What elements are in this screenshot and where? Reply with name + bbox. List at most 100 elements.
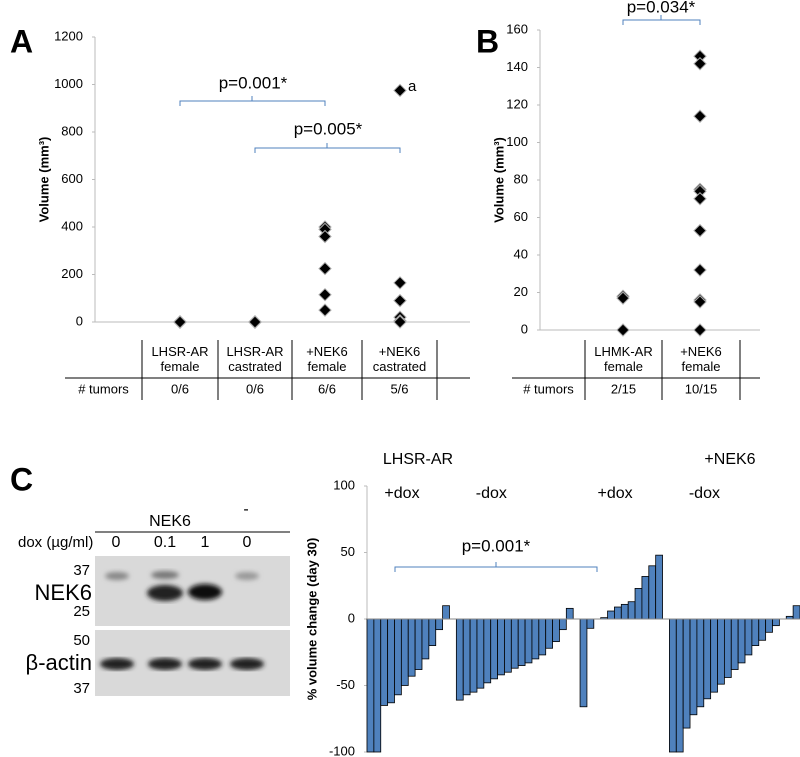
bar: [689, 618, 698, 716]
y-tick-label: -50: [336, 677, 355, 692]
y-tick-label: 20: [514, 284, 528, 299]
bar: [586, 618, 595, 629]
bar: [510, 618, 519, 669]
table-value: 0/6: [171, 381, 189, 396]
bar: [669, 618, 677, 753]
bar: [744, 618, 753, 656]
group-label: +NEK6: [704, 451, 755, 468]
bar: [675, 618, 684, 753]
bar: [483, 618, 492, 684]
table-row-label: # tumors: [523, 381, 574, 396]
bar: [758, 618, 767, 641]
bar: [504, 618, 512, 673]
data-point: [318, 287, 332, 302]
category-label: LHMK-AR female: [594, 344, 653, 374]
bracket: [394, 562, 598, 572]
data-point: [693, 263, 707, 277]
bar: [517, 618, 526, 666]
bar: [772, 618, 780, 627]
data-point: [693, 323, 707, 337]
bar: [552, 618, 560, 643]
data-point: [693, 57, 707, 71]
y-tick-label: -100: [329, 743, 355, 757]
bar: [682, 618, 691, 729]
subgroup-label: -dox: [689, 485, 720, 502]
panel-label: C: [10, 461, 33, 497]
table-value: 5/6: [390, 381, 408, 396]
bar: [462, 618, 471, 696]
y-tick-label: 120: [506, 96, 528, 111]
y-tick-label: 80: [514, 171, 528, 186]
bar: [442, 605, 450, 620]
data-point: [616, 323, 630, 337]
bar: [545, 618, 553, 649]
bar: [497, 618, 505, 676]
bands: [105, 571, 259, 601]
panel-label: B: [476, 23, 499, 59]
bar: [435, 618, 444, 631]
bar: [380, 618, 389, 706]
y-axis-label: Volume (mm³): [491, 137, 506, 223]
bar: [476, 618, 485, 689]
bar: [469, 618, 478, 693]
data-point: [318, 229, 332, 244]
category-label: LHSR-AR castrated: [226, 344, 284, 374]
p-value: p=0.005*: [294, 119, 363, 138]
y-tick-label: 0: [76, 313, 83, 328]
bar: [373, 618, 382, 753]
bar: [627, 601, 636, 620]
data-point: [393, 83, 407, 98]
bar: [428, 618, 437, 647]
category-label: LHSR-AR female: [151, 344, 209, 374]
bar: [400, 618, 409, 686]
subgroup-label: -dox: [476, 485, 507, 502]
bar: [717, 618, 725, 685]
bar: [538, 618, 547, 656]
y-tick-label: 200: [61, 266, 83, 281]
mw-marker: 25: [73, 603, 90, 620]
data-point: [393, 293, 407, 308]
y-tick-label: 40: [514, 246, 528, 261]
bar: [455, 618, 464, 701]
bar: [765, 618, 773, 633]
bar: [703, 618, 712, 700]
dose: 1: [201, 534, 210, 551]
y-tick-label: 600: [61, 171, 83, 186]
bar: [641, 576, 650, 620]
bar: [579, 618, 588, 708]
panel-label: A: [10, 23, 33, 59]
y-tick-label: 400: [61, 218, 83, 233]
y-axis-label: Volume (mm³): [36, 137, 51, 223]
table-value: 6/6: [318, 381, 336, 396]
bar: [559, 618, 567, 631]
data-point: [693, 223, 707, 238]
blot-control: -: [243, 501, 248, 518]
dose-label: dox (µg/ml): [18, 534, 93, 551]
bar: [792, 605, 800, 620]
data-point: [393, 315, 407, 329]
table-cell: +NEK6 castrated: [372, 344, 427, 374]
table-row-label: # tumors: [78, 381, 129, 396]
bar: [387, 618, 395, 704]
bar: [490, 618, 498, 680]
bar: [723, 618, 732, 678]
data-point: [248, 315, 262, 329]
bar: [737, 618, 746, 664]
band-label: β-actin: [26, 650, 92, 675]
y-tick-label: 1200: [54, 28, 83, 43]
y-tick-label: 0: [348, 610, 355, 625]
bar: [614, 606, 622, 620]
y-tick-label: 100: [333, 477, 355, 492]
category-label: +NEK6 castrated: [372, 344, 427, 374]
table-cell: +NEK6 female: [680, 344, 722, 374]
bar: [531, 618, 540, 660]
subgroup-label: +dox: [384, 485, 419, 502]
bar: [655, 554, 663, 620]
data-point: [693, 109, 707, 123]
y-tick-label: 50: [341, 544, 355, 559]
bar: [620, 603, 629, 620]
bar: [634, 588, 643, 620]
table-value: 2/15: [611, 381, 636, 396]
data-point: [318, 303, 332, 317]
